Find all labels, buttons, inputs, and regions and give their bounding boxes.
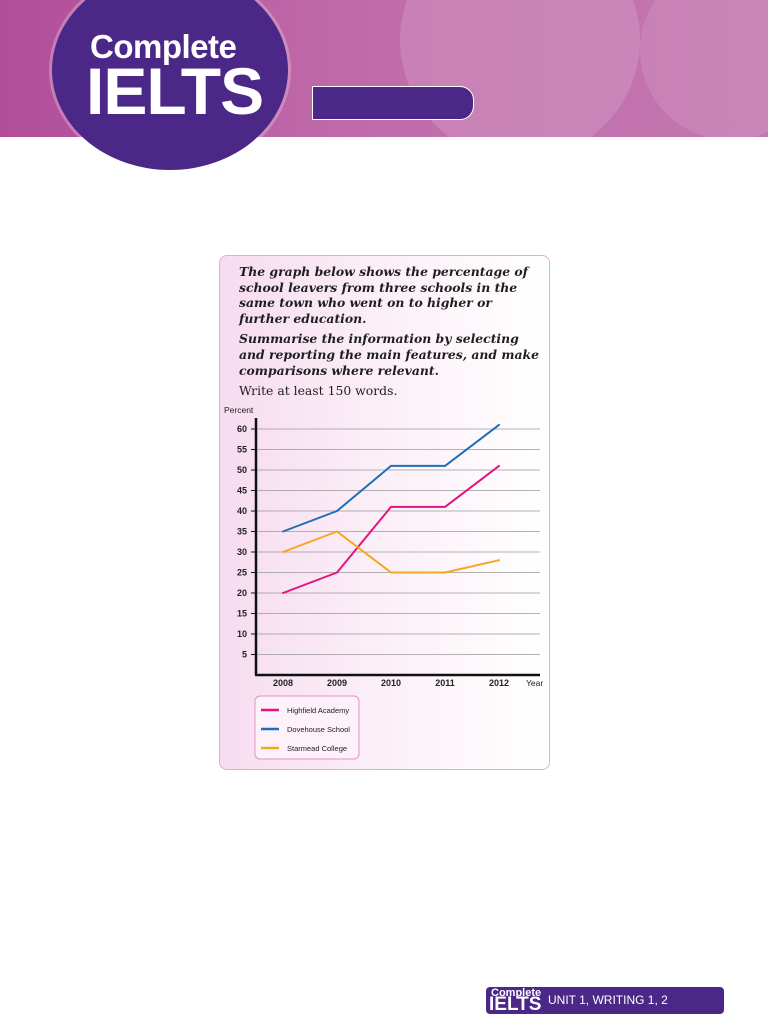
banner-tab: [312, 86, 474, 120]
data-point: [498, 464, 500, 467]
x-tick-label: 2010: [381, 678, 401, 688]
y-tick-label: 45: [237, 486, 247, 496]
data-point: [444, 464, 446, 467]
word-count-instruction: Write at least 150 words.: [239, 383, 398, 399]
y-axis-ticks: 5 10 15 20 25 30 35 40 45 50 55 60: [237, 424, 256, 660]
y-tick-label: 15: [237, 609, 247, 619]
footer-unit-label: UNIT 1, WRITING 1, 2: [548, 993, 668, 1007]
x-tick-label: 2012: [489, 678, 509, 688]
task-prompt-instruction: Summarise the information by selecting a…: [239, 331, 540, 378]
task-prompt-description: The graph below shows the percentage of …: [239, 264, 528, 326]
data-point: [498, 559, 500, 562]
legend: Highfield Academy Dovehouse School Starmea…: [254, 695, 360, 760]
data-point: [444, 505, 446, 508]
data-series: [282, 423, 500, 594]
y-tick-label: 30: [237, 547, 247, 557]
data-point: [336, 571, 338, 574]
data-point: [282, 551, 284, 553]
data-point: [336, 510, 338, 512]
y-tick-label: 55: [237, 445, 247, 455]
task-card: [219, 255, 550, 770]
y-tick-label: 60: [237, 424, 247, 434]
series-line-dovehouse-school: [282, 424, 500, 533]
data-point: [336, 530, 338, 533]
data-point: [390, 505, 392, 508]
logo-badge: [52, 0, 288, 170]
y-tick-label: 50: [237, 465, 247, 475]
x-tick-label: 2009: [327, 678, 347, 688]
y-tick-label: 25: [237, 568, 247, 578]
y-axis-title: Percent: [224, 405, 254, 415]
y-tick-label: 10: [237, 629, 247, 639]
series-line-highfield-academy: [282, 465, 500, 594]
footer-logo-ielts: IELTS: [489, 994, 542, 1015]
data-point: [444, 571, 446, 574]
legend-label: Highfield Academy: [287, 706, 349, 715]
footer-logo-complete: Complete: [491, 987, 542, 999]
x-tick-label: 2008: [273, 678, 293, 688]
data-point: [390, 571, 392, 574]
data-point: [282, 592, 284, 594]
logo-complete-text: Complete: [90, 28, 237, 65]
task-prompt: The graph below shows the percentage of …: [239, 264, 539, 404]
legend-label: Dovehouse School: [287, 725, 350, 734]
x-axis-title: Year: [526, 678, 543, 688]
y-tick-label: 40: [237, 506, 247, 516]
data-point: [498, 423, 500, 426]
logo-ielts-text: IELTS: [86, 54, 264, 128]
footer-bar: [486, 987, 724, 1014]
line-chart: Percent Year 5 10 15 20 25 30 35 40 45 50 55 60 200…: [224, 405, 543, 760]
legend-label: Starmead College: [287, 744, 347, 753]
x-axis-ticks: 2008 2009 2010 2011 2012: [273, 678, 509, 688]
banner-decoration: [640, 0, 768, 137]
legend-box: [254, 695, 360, 760]
y-tick-label: 5: [242, 650, 247, 660]
data-point: [390, 464, 392, 467]
grid-lines: [256, 428, 540, 655]
y-tick-label: 35: [237, 527, 247, 537]
data-point: [282, 530, 284, 533]
y-tick-label: 20: [237, 588, 247, 598]
x-tick-label: 2011: [435, 678, 455, 688]
